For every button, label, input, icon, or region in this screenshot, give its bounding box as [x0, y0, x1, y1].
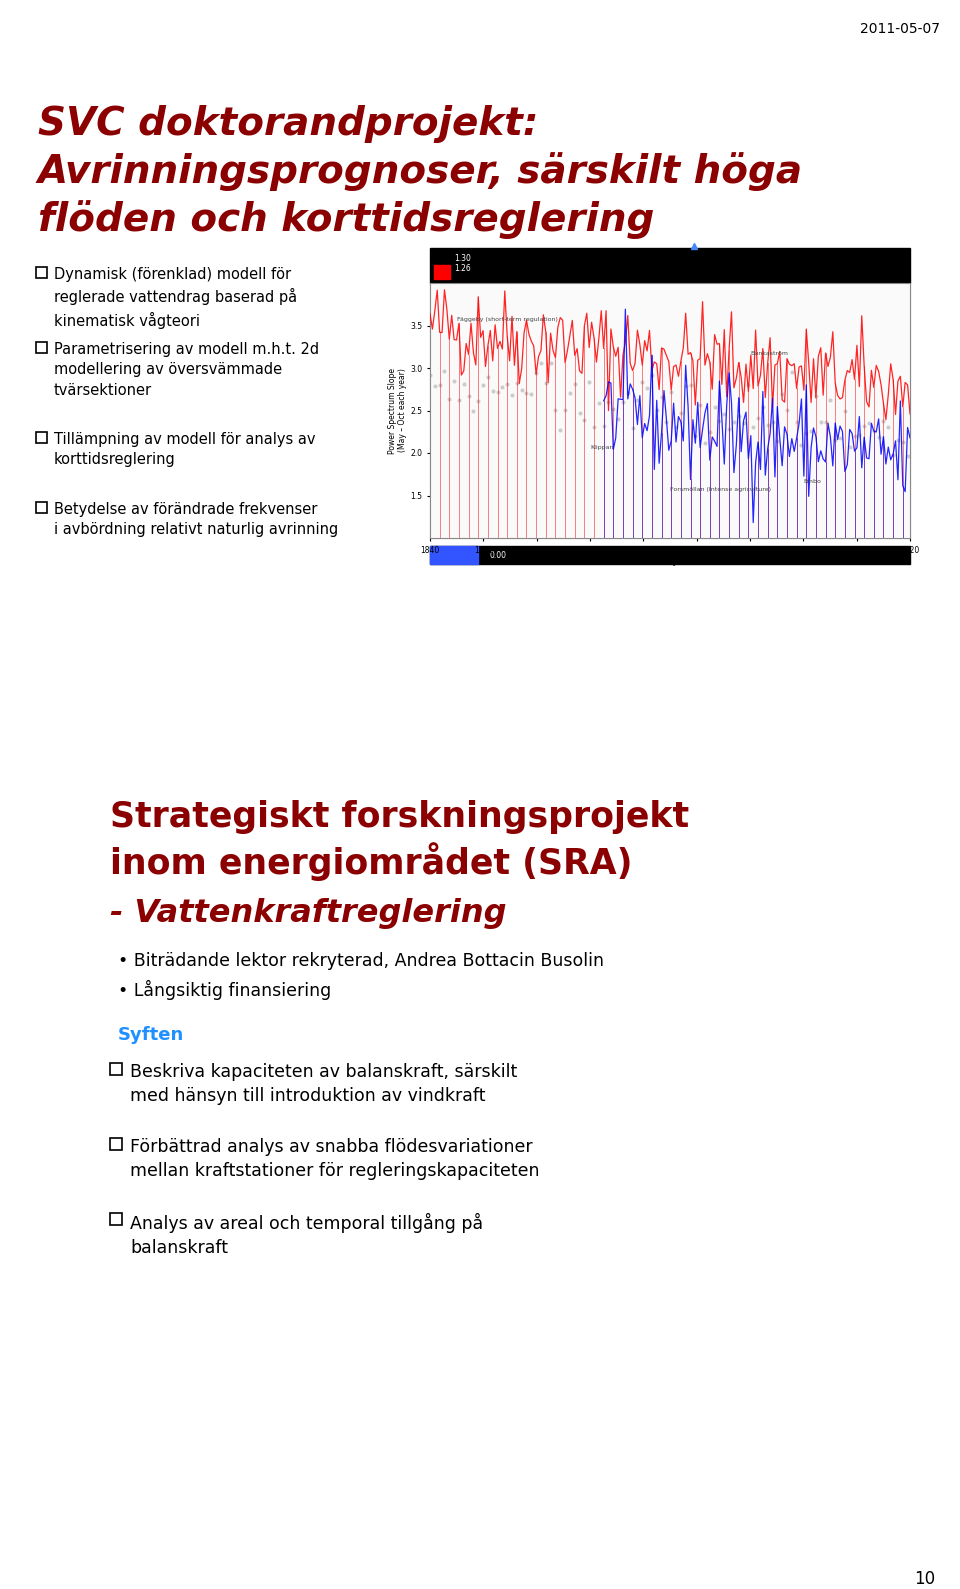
- Text: Forsmöllan (Intense agriculture): Forsmöllan (Intense agriculture): [670, 488, 771, 493]
- Text: Avrinningsprognoser, särskilt höga: Avrinningsprognoser, särskilt höga: [38, 153, 804, 191]
- Text: 10: 10: [914, 1570, 935, 1587]
- Text: Fäggeby (short-term regulation): Fäggeby (short-term regulation): [457, 318, 558, 323]
- Text: Parametrisering av modell m.h.t. 2d
modellering av översvämmade
tvärsektioner: Parametrisering av modell m.h.t. 2d mode…: [54, 342, 319, 397]
- Bar: [110, 1212, 122, 1225]
- Text: • Långsiktig finansiering: • Långsiktig finansiering: [118, 980, 331, 999]
- Bar: [430, 283, 910, 539]
- Bar: [36, 502, 47, 513]
- Bar: [430, 248, 910, 283]
- Text: SVC doktorandprojekt:: SVC doktorandprojekt:: [38, 105, 539, 143]
- Text: Embo: Embo: [804, 478, 821, 483]
- Text: Analys av areal och temporal tillgång på
balanskraft: Analys av areal och temporal tillgång på…: [130, 1212, 483, 1257]
- Bar: [36, 267, 47, 278]
- Text: • Biträdande lektor rekryterad, Andrea Bottacin Busolin: • Biträdande lektor rekryterad, Andrea B…: [118, 952, 604, 969]
- Bar: [36, 432, 47, 443]
- Text: Syften: Syften: [118, 1026, 184, 1044]
- Text: Strategiskt forskningsprojekt: Strategiskt forskningsprojekt: [110, 799, 689, 834]
- Bar: [434, 265, 450, 280]
- Y-axis label: Power Spectrum Slope
(May – Oct each year): Power Spectrum Slope (May – Oct each yea…: [388, 367, 407, 453]
- Text: Förbättrad analys av snabba flödesvariationer
mellan kraftstationer för reglerin: Förbättrad analys av snabba flödesvariat…: [130, 1138, 540, 1181]
- Text: 0.00: 0.00: [490, 551, 507, 561]
- Text: - Vattenkraftreglering: - Vattenkraftreglering: [110, 898, 507, 930]
- Bar: [36, 342, 47, 353]
- Text: inom energiområdet (SRA): inom energiområdet (SRA): [110, 842, 633, 880]
- Text: Beskriva kapaciteten av balanskraft, särskilt
med hänsyn till introduktion av vi: Beskriva kapaciteten av balanskraft, sär…: [130, 1063, 517, 1106]
- Text: flöden och korttidsreglering: flöden och korttidsreglering: [38, 200, 655, 238]
- Bar: [430, 547, 478, 564]
- Bar: [110, 1138, 122, 1150]
- X-axis label: Time [year]: Time [year]: [644, 558, 696, 566]
- Text: 1.30
1.26: 1.30 1.26: [454, 254, 470, 273]
- Text: Klippan: Klippan: [590, 445, 613, 450]
- Text: Betydelse av förändrade frekvenser
i avbördning relativt naturlig avrinning: Betydelse av förändrade frekvenser i avb…: [54, 502, 338, 537]
- Text: Tillämpning av modell för analys av
korttidsreglering: Tillämpning av modell för analys av kort…: [54, 432, 316, 467]
- Bar: [110, 1063, 122, 1076]
- Text: 2011-05-07: 2011-05-07: [860, 22, 940, 37]
- Bar: [430, 547, 910, 564]
- Text: Dynamisk (förenklad) modell för
reglerade vattendrag baserad på
kinematisk vågte: Dynamisk (förenklad) modell för reglerad…: [54, 267, 298, 329]
- Text: Bunkaström: Bunkaström: [750, 351, 788, 356]
